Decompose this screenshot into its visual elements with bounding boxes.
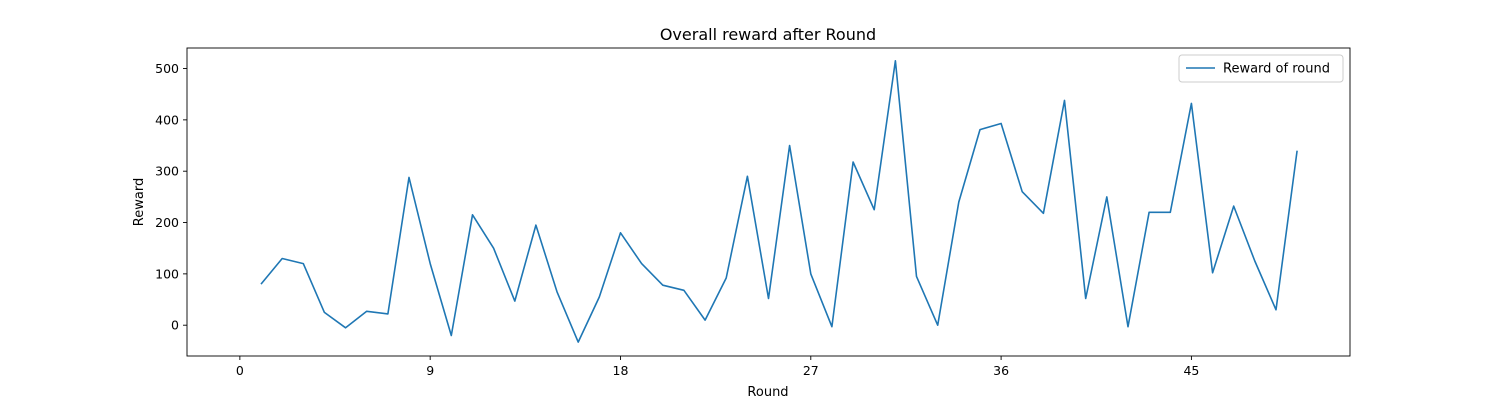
y-tick-label: 100 xyxy=(155,266,179,281)
plot-frame xyxy=(186,47,1351,357)
legend-label-reward-of-round: Reward of round xyxy=(1223,62,1330,77)
y-tick-label: 300 xyxy=(155,164,179,179)
x-tick-label: 9 xyxy=(426,363,434,378)
y-axis-ticks: 0 100 200 300 400 500 xyxy=(155,61,187,333)
y-tick-label: 0 xyxy=(171,318,179,333)
x-axis-ticks: 0 9 18 27 36 45 xyxy=(236,356,1199,378)
legend: Reward of round xyxy=(1178,54,1344,83)
legend-box xyxy=(1178,54,1344,83)
chart-title: Overall reward after Round xyxy=(660,25,876,44)
x-tick-label: 27 xyxy=(803,363,819,378)
y-tick-label: 200 xyxy=(155,215,179,230)
x-tick-label: 0 xyxy=(236,363,244,378)
x-axis-label: Round xyxy=(747,385,788,400)
y-tick-label: 400 xyxy=(155,112,179,127)
x-tick-label: 18 xyxy=(613,363,629,378)
y-axis-label: Reward xyxy=(132,178,147,226)
y-tick-label: 500 xyxy=(155,61,179,76)
x-tick-label: 45 xyxy=(1183,363,1199,378)
series-line-reward-of-round xyxy=(260,59,1298,343)
x-tick-label: 36 xyxy=(993,363,1009,378)
